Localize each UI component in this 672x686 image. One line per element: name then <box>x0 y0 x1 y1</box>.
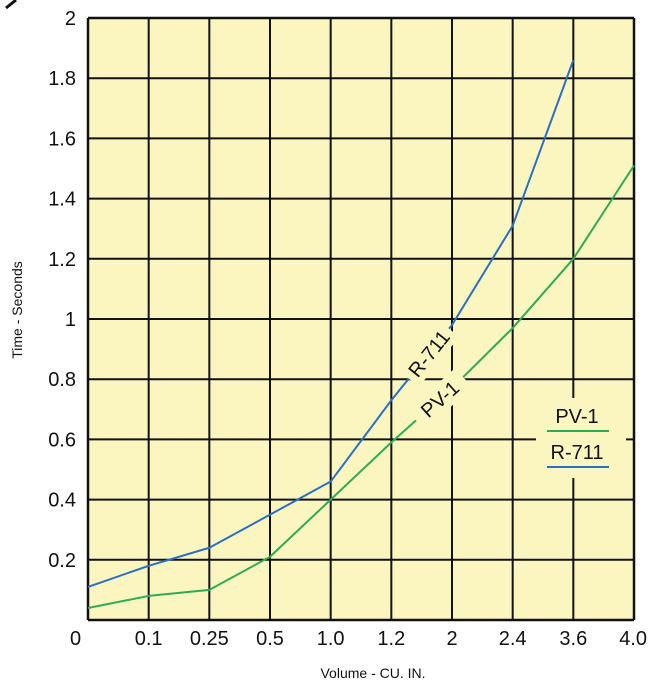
y-tick-label: 1 <box>65 309 76 331</box>
x-axis-label: Volume - CU. IN. <box>320 665 425 681</box>
y-tick-label: 0.4 <box>48 490 76 512</box>
legend: PV-1 R-711 <box>536 398 626 478</box>
x-tick-label: 0.1 <box>135 628 163 650</box>
x-tick-label: 2.4 <box>499 628 527 650</box>
y-tick-labels: 0.2 0.4 0.6 0.8 1 1.2 1.4 1.6 1.8 2 <box>48 8 76 572</box>
legend-label: PV-1 <box>555 406 598 428</box>
x-tick-label: 0.25 <box>190 628 229 650</box>
y-tick-label: 0.6 <box>48 429 76 451</box>
legend-box <box>536 398 626 478</box>
x-tick-label: 4.0 <box>619 628 647 650</box>
x-tick-label: 0.5 <box>256 628 284 650</box>
x-tick-label: 1.0 <box>317 628 345 650</box>
curve-label-bg <box>407 368 473 431</box>
grid <box>86 16 636 622</box>
y-tick-label: 0.8 <box>48 369 76 391</box>
corner-arrow-mark <box>5 0 17 10</box>
y-tick-label: 1.4 <box>48 189 76 211</box>
x-tick-label: 0 <box>70 628 81 650</box>
y-tick-label: 2 <box>65 8 76 30</box>
y-tick-label: 1.2 <box>48 249 76 271</box>
x-tick-labels: 0 0.1 0.25 0.5 1.0 1.2 2 2.4 3.6 4.0 <box>70 628 647 650</box>
curve-label-bg <box>398 320 460 387</box>
x-tick-label: 2 <box>446 628 457 650</box>
x-tick-label: 3.6 <box>559 628 587 650</box>
series-lines <box>87 59 635 609</box>
legend-label: R-711 <box>551 442 604 464</box>
y-tick-label: 1.8 <box>48 68 76 90</box>
y-tick-label: 0.2 <box>48 550 76 572</box>
y-tick-label: 1.6 <box>48 128 76 150</box>
series-line <box>87 59 575 588</box>
series-line <box>87 164 635 609</box>
x-tick-label: 1.2 <box>377 628 405 650</box>
y-axis-label: Time - Seconds <box>9 261 25 359</box>
